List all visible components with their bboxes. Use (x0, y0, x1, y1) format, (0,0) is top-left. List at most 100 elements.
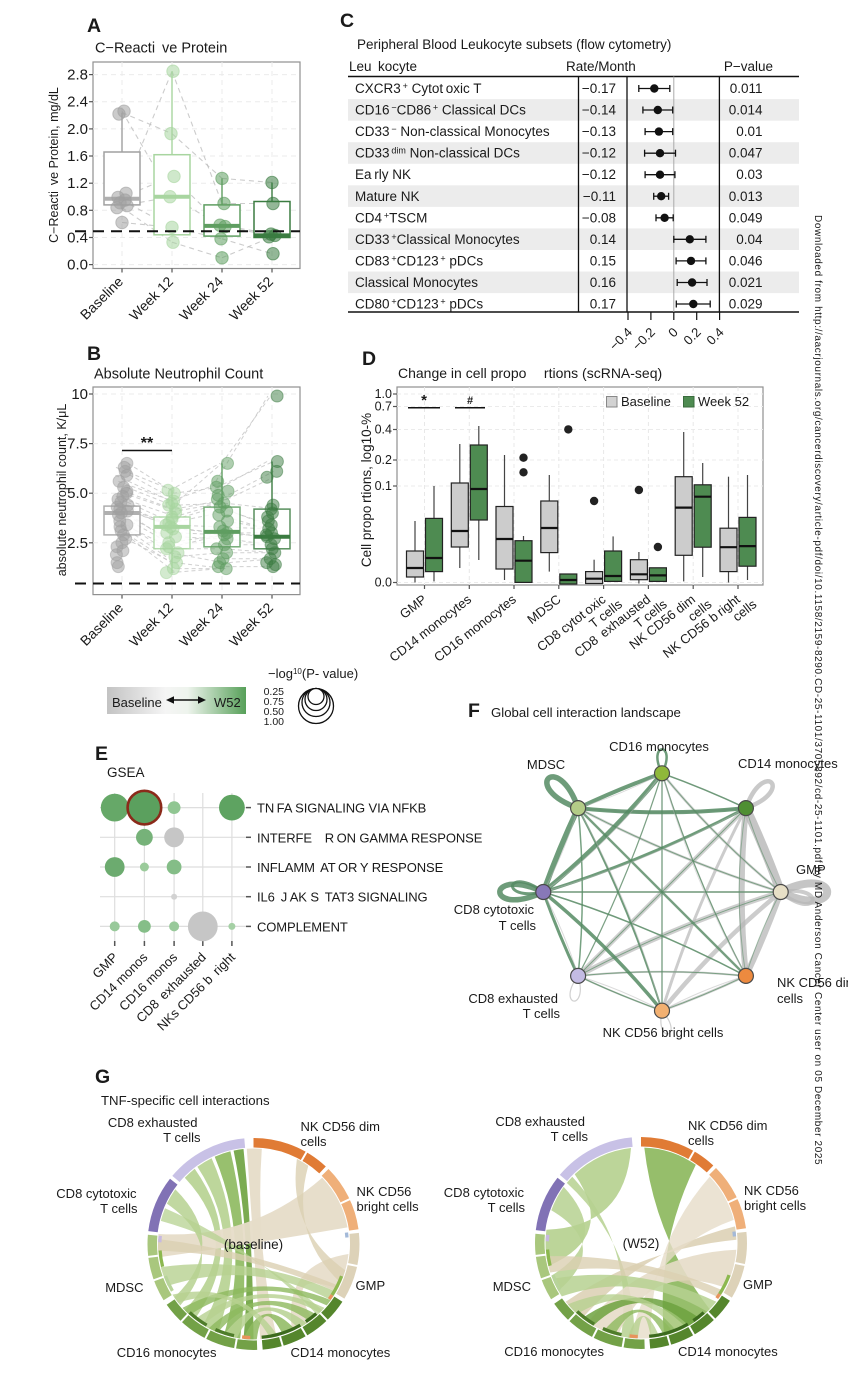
svg-text:Absolute Neutrophil Count: Absolute Neutrophil Count (94, 367, 263, 383)
svg-text:MDSC: MDSC (493, 1279, 531, 1294)
svg-text:TN FA SIGNALING VIA NFKB: TN FA SIGNALING VIA NFKB (257, 801, 426, 816)
svg-text:#: # (467, 395, 473, 407)
svg-text:CD8 cytotoxic: CD8 cytotoxic (56, 1186, 137, 1201)
svg-text:C−Reacti ve Protein, mg/dL: C−Reacti ve Protein, mg/dL (47, 87, 61, 243)
svg-text:10: 10 (71, 386, 88, 403)
svg-text:GMP: GMP (796, 862, 826, 877)
svg-text:CD14 monocytes: CD14 monocytes (291, 1345, 391, 1360)
svg-text:CD33 − Non-classical Monocytes: CD33 − Non-classical Monocytes (355, 124, 550, 139)
svg-text:0.01: 0.01 (736, 124, 762, 139)
svg-text:0.25: 0.25 (264, 686, 285, 698)
svg-text:MDSC: MDSC (105, 1280, 143, 1295)
svg-text:T cells: T cells (499, 918, 537, 933)
svg-text:CD14 monocytes: CD14 monocytes (678, 1344, 778, 1359)
svg-text:CD80 +CD123 + pDCs: CD80 +CD123 + pDCs (355, 297, 483, 312)
svg-text:COMPLEMENT: COMPLEMENT (257, 919, 348, 934)
svg-text:cells: cells (777, 991, 804, 1006)
svg-text:Ea rly NK: Ea rly NK (355, 167, 411, 182)
svg-text:(W52): (W52) (623, 1236, 660, 1251)
svg-text:A: A (87, 15, 101, 37)
svg-text:CD8 exhausted: CD8 exhausted (495, 1114, 585, 1129)
svg-text:P−value: P−value (724, 59, 773, 74)
svg-text:GMP: GMP (743, 1277, 773, 1292)
svg-text:0.17: 0.17 (590, 297, 616, 312)
svg-text:CD33 dim Non-classical DCs: CD33 dim Non-classical DCs (355, 146, 520, 161)
svg-text:Baseline: Baseline (112, 695, 162, 710)
svg-text:Classical Monocytes: Classical Monocytes (355, 275, 478, 290)
svg-text:E: E (95, 743, 108, 765)
svg-text:−log10(P- value): −log10(P- value) (268, 666, 358, 681)
svg-text:2.8: 2.8 (67, 67, 88, 84)
svg-text:CD16 monocytes: CD16 monocytes (504, 1344, 604, 1359)
svg-text:0.021: 0.021 (729, 275, 763, 290)
svg-text:0.7: 0.7 (375, 400, 392, 414)
svg-text:0.4: 0.4 (67, 229, 88, 246)
svg-text:CD8 exhausted: CD8 exhausted (108, 1115, 198, 1130)
svg-text:0.04: 0.04 (736, 232, 763, 247)
svg-text:−0.14: −0.14 (582, 103, 617, 118)
svg-text:0.049: 0.049 (729, 210, 763, 225)
svg-text:T cells: T cells (488, 1200, 526, 1215)
svg-text:NK CD56 bright cells: NK CD56 bright cells (603, 1025, 724, 1040)
svg-text:D: D (362, 348, 376, 370)
svg-text:F: F (468, 700, 480, 722)
svg-text:NK CD56 dim: NK CD56 dim (688, 1118, 767, 1133)
svg-text:C: C (340, 10, 354, 32)
svg-text:5.0: 5.0 (67, 485, 88, 502)
svg-text:0.0: 0.0 (375, 576, 392, 590)
svg-text:0.50: 0.50 (264, 706, 285, 718)
svg-text:W52: W52 (214, 695, 241, 710)
svg-text:T cells: T cells (100, 1201, 138, 1216)
svg-text:cells: cells (688, 1133, 715, 1148)
svg-text:0.047: 0.047 (729, 146, 763, 161)
svg-text:GMP: GMP (356, 1278, 386, 1293)
svg-text:CD83 +CD123 + pDCs: CD83 +CD123 + pDCs (355, 253, 483, 268)
svg-text:7.5: 7.5 (67, 436, 88, 453)
svg-text:0.03: 0.03 (736, 167, 762, 182)
svg-text:Leu kocyte: Leu kocyte (349, 59, 417, 74)
svg-text:1.00: 1.00 (264, 716, 285, 728)
svg-text:1.6: 1.6 (67, 148, 88, 165)
svg-text:1.2: 1.2 (67, 175, 88, 192)
svg-text:CD8 cytotoxic: CD8 cytotoxic (444, 1185, 525, 1200)
svg-text:CD14 monocytes: CD14 monocytes (738, 756, 838, 771)
svg-text:CD33 +Classical Monocytes: CD33 +Classical Monocytes (355, 232, 520, 247)
svg-text:−0.13: −0.13 (582, 124, 616, 139)
svg-text:C−Reacti ve Protein: C−Reacti ve Protein (95, 41, 227, 57)
svg-text:Rate/Month: Rate/Month (566, 59, 636, 74)
svg-text:absolute neutrophil count, K/μ: absolute neutrophil count, K/μL (55, 404, 69, 577)
svg-text:2.4: 2.4 (67, 94, 88, 111)
svg-text:CD8 exhausted: CD8 exhausted (468, 991, 558, 1006)
svg-text:NK CD56: NK CD56 (357, 1184, 412, 1199)
svg-text:Mature NK: Mature NK (355, 189, 420, 204)
svg-text:−0.12: −0.12 (582, 146, 616, 161)
svg-text:cells: cells (301, 1134, 328, 1149)
svg-text:INFLAMM AT OR Y RESPONSE: INFLAMM AT OR Y RESPONSE (257, 860, 444, 875)
svg-text:0.046: 0.046 (729, 253, 763, 268)
svg-text:0.014: 0.014 (729, 103, 763, 118)
svg-text:0.75: 0.75 (264, 696, 285, 708)
svg-text:−0.08: −0.08 (582, 210, 616, 225)
svg-text:NK CD56: NK CD56 (744, 1183, 799, 1198)
svg-text:INTERFE R ON GAMMA RESPONSE: INTERFE R ON GAMMA RESPONSE (257, 830, 483, 845)
svg-text:CD16 monocytes: CD16 monocytes (609, 739, 709, 754)
svg-text:T cells: T cells (523, 1006, 561, 1021)
svg-text:0.14: 0.14 (590, 232, 617, 247)
svg-text:0.4: 0.4 (375, 423, 392, 437)
svg-text:Change in cell propo rtions (: Change in cell propo rtions (scRNA-seq) (398, 365, 662, 381)
svg-text:CD4 +TSCM: CD4 +TSCM (355, 210, 427, 225)
svg-text:NK CD56 dim: NK CD56 dim (301, 1119, 380, 1134)
svg-text:TNF-specific cell interactions: TNF-specific cell interactions (101, 1093, 270, 1108)
svg-text:*: * (421, 392, 427, 409)
svg-text:Peripheral Blood Leukocyte sub: Peripheral Blood Leukocyte subsets (flow… (357, 37, 671, 52)
svg-text:Baseline: Baseline (621, 394, 671, 409)
svg-text:T cells: T cells (163, 1130, 201, 1145)
svg-text:0.2: 0.2 (375, 453, 392, 467)
svg-text:Cell propo rtions, log10-%: Cell propo rtions, log10-% (359, 413, 374, 567)
svg-text:0.1: 0.1 (375, 479, 392, 493)
svg-text:NK CD56 dim: NK CD56 dim (777, 975, 848, 990)
svg-text:B: B (87, 343, 101, 365)
svg-text:bright cells: bright cells (744, 1198, 807, 1213)
svg-text:1.0: 1.0 (375, 387, 392, 401)
svg-text:−0.11: −0.11 (583, 189, 616, 204)
